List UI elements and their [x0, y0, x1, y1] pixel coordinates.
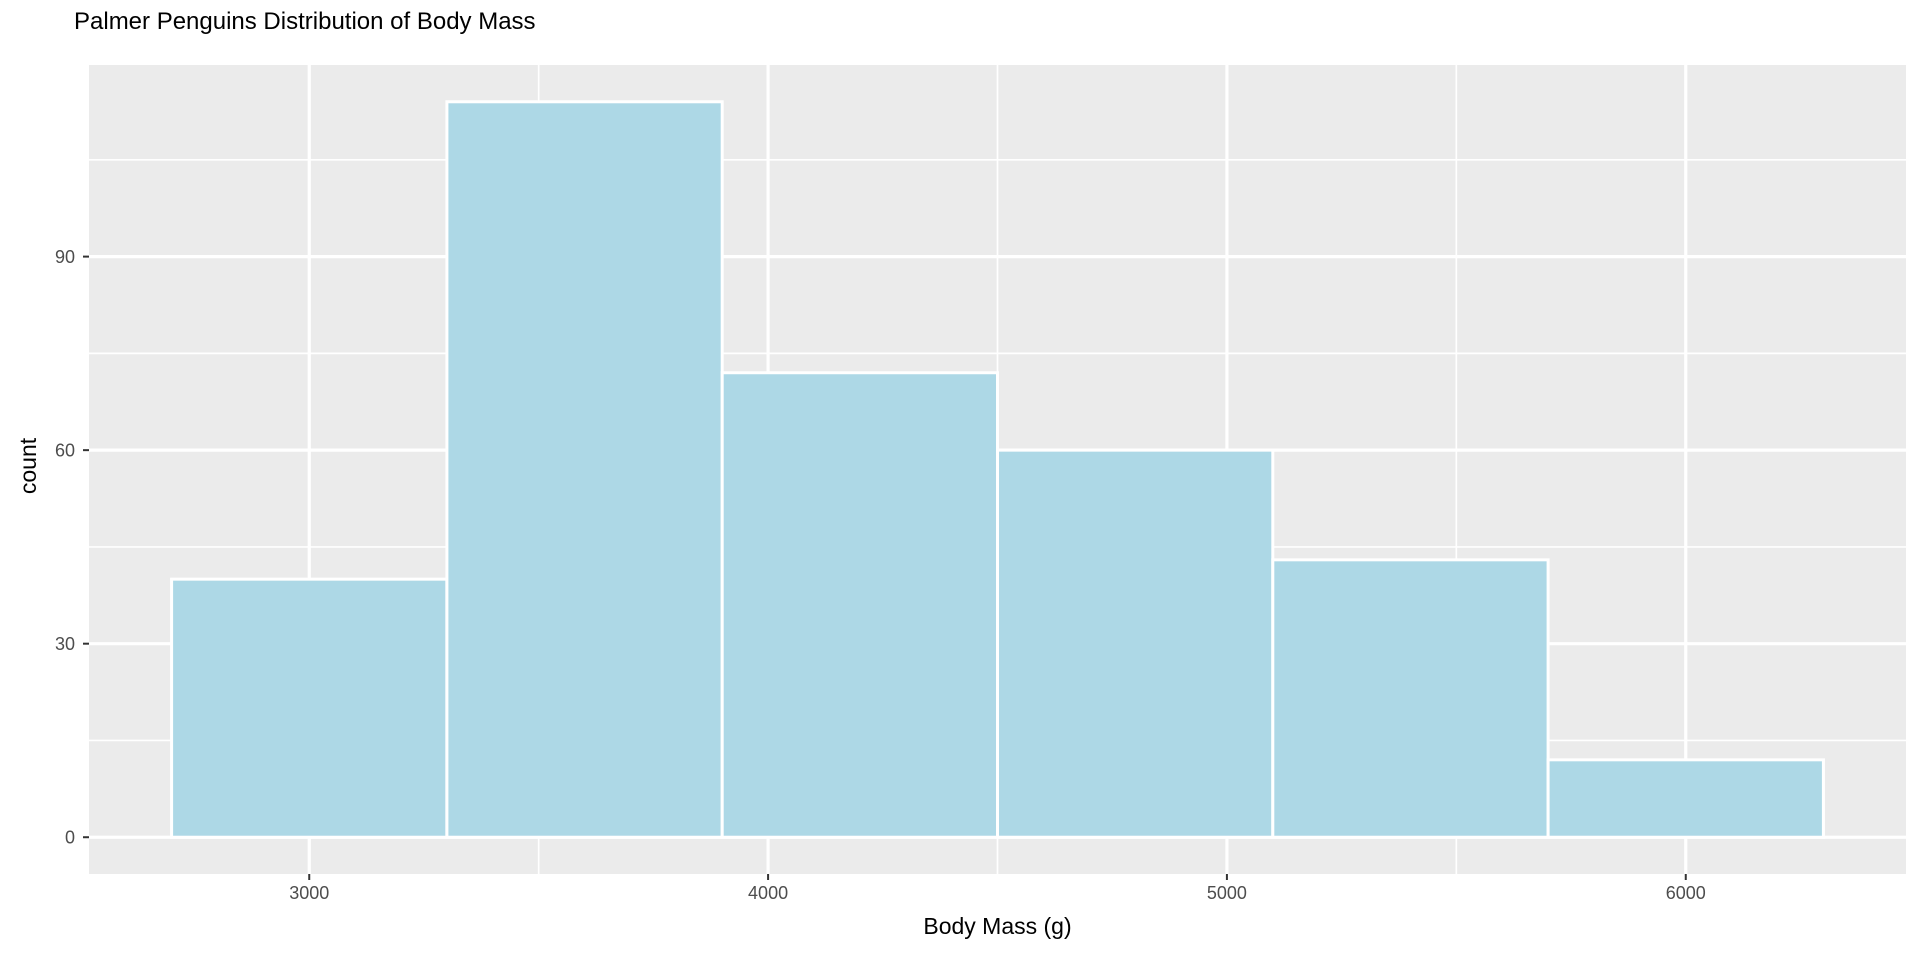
histogram-bar-1	[445, 100, 724, 839]
histogram-bar-5	[1546, 758, 1825, 839]
histogram-bar-0	[170, 577, 449, 839]
histogram-bar-3	[996, 448, 1275, 839]
x-axis-title: Body Mass (g)	[923, 913, 1072, 939]
y-tick-label-0: 0	[65, 828, 75, 848]
y-tick-label-30: 30	[55, 634, 75, 654]
x-tick-label-6000: 6000	[1666, 883, 1706, 903]
histogram-bar-2	[720, 371, 999, 839]
x-tick-label-4000: 4000	[748, 883, 788, 903]
y-tick-label-90: 90	[55, 247, 75, 267]
plot-title: Palmer Penguins Distribution of Body Mas…	[74, 8, 536, 35]
x-tick-label-3000: 3000	[289, 883, 329, 903]
x-tick-label-5000: 5000	[1207, 883, 1247, 903]
y-tick-label-60: 60	[55, 441, 75, 461]
histogram-bar-4	[1271, 558, 1550, 839]
